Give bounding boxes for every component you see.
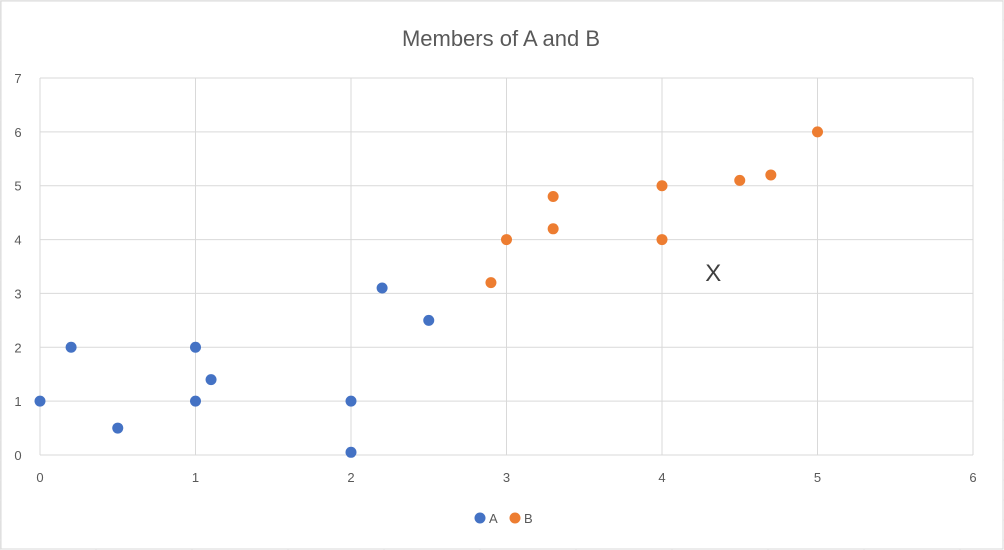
axis-tick-labels: 0 1 2 3 4 5 6 7 0 1 2 3 4 5 6 bbox=[14, 71, 976, 485]
y-tick-label: 6 bbox=[14, 125, 21, 140]
data-point-a bbox=[376, 282, 388, 294]
x-tick-label: 2 bbox=[347, 470, 354, 485]
data-point-b bbox=[734, 174, 746, 186]
data-point-a bbox=[345, 395, 357, 407]
data-point-a bbox=[190, 341, 201, 353]
data-point-a bbox=[190, 395, 201, 407]
x-tick-label: 0 bbox=[36, 470, 43, 485]
y-tick-label: 1 bbox=[14, 394, 21, 409]
legend-marker-b bbox=[509, 512, 521, 524]
data-point-a bbox=[345, 446, 357, 458]
legend-label-a: A bbox=[489, 511, 498, 526]
y-tick-label: 2 bbox=[14, 340, 21, 355]
data-point-b bbox=[501, 234, 512, 246]
legend-label-b: B bbox=[524, 511, 533, 526]
data-point-a bbox=[423, 314, 435, 326]
data-point-a bbox=[65, 341, 77, 353]
annotation-label: X bbox=[705, 260, 721, 287]
data-point-b bbox=[656, 234, 668, 246]
data-point-b bbox=[812, 126, 823, 138]
y-tick-label: 5 bbox=[14, 179, 21, 194]
x-tick-label: 5 bbox=[814, 470, 821, 485]
data-point-b bbox=[547, 223, 559, 235]
y-tick-label: 4 bbox=[14, 233, 21, 248]
y-tick-label: 3 bbox=[14, 286, 21, 301]
data-point-b bbox=[485, 277, 497, 289]
legend-marker-a bbox=[474, 512, 486, 524]
data-point-b bbox=[765, 169, 777, 181]
data-point-a bbox=[34, 395, 46, 407]
chart-title: Members of A and B bbox=[402, 26, 600, 51]
x-tick-label: 3 bbox=[503, 470, 510, 485]
x-tick-label: 6 bbox=[969, 470, 976, 485]
data-point-b bbox=[656, 180, 668, 192]
data-point-b bbox=[547, 190, 559, 202]
x-tick-label: 1 bbox=[192, 470, 199, 485]
y-tick-label: 7 bbox=[14, 71, 21, 86]
data-point-a bbox=[112, 422, 124, 434]
y-tick-label: 0 bbox=[14, 448, 21, 463]
x-tick-label: 4 bbox=[658, 470, 665, 485]
data-point-a bbox=[205, 374, 217, 386]
annotations: X bbox=[705, 260, 721, 287]
data-points bbox=[34, 126, 823, 458]
